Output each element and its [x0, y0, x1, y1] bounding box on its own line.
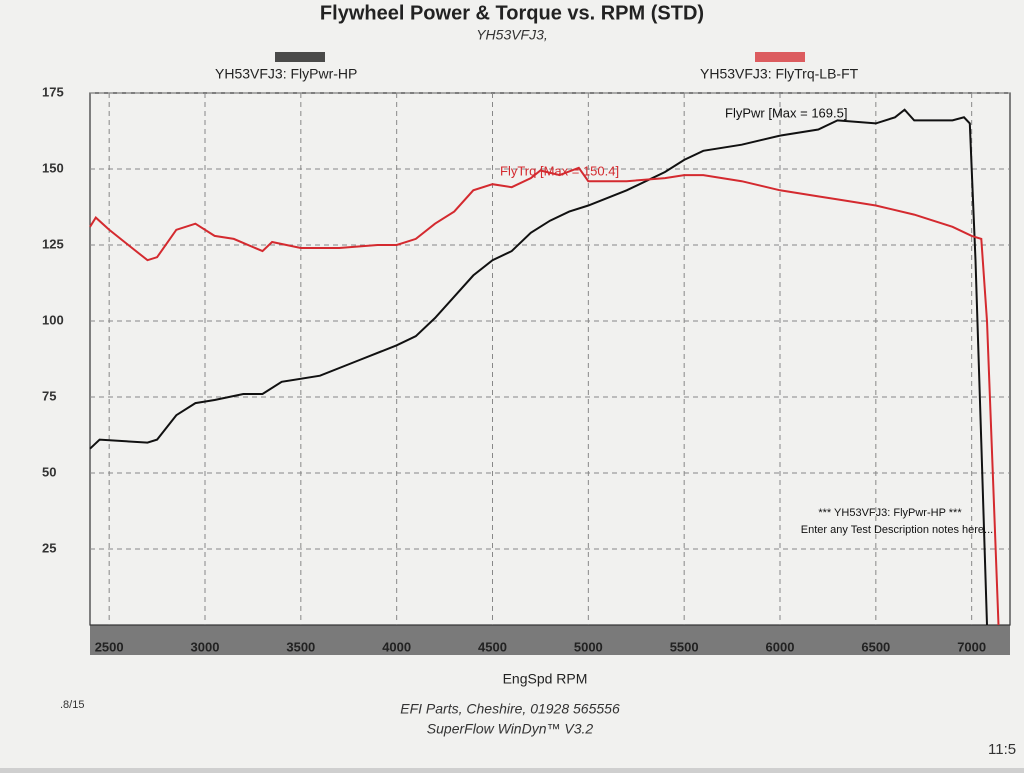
x-tick-label: 3500	[286, 639, 315, 654]
x-tick-label: 5000	[574, 639, 603, 654]
annotation: FlyPwr [Max = 169.5]	[725, 105, 847, 120]
x-tick-label: 4500	[478, 639, 507, 654]
annotation: Enter any Test Description notes here...	[801, 524, 993, 536]
y-tick-label: 50	[42, 464, 56, 479]
annotation: FlyTrq [Max = 150.4]	[500, 163, 619, 178]
footer-line: SuperFlow WinDyn™ V3.2	[427, 721, 594, 737]
x-tick-label: 4000	[382, 639, 411, 654]
y-tick-label: 150	[42, 160, 64, 175]
x-tick-label: 3000	[191, 639, 220, 654]
legend-swatch	[755, 52, 805, 62]
legend-label: YH53VFJ3: FlyPwr-HP	[215, 66, 357, 82]
y-tick-label: 175	[42, 84, 64, 99]
x-tick-label: 5500	[670, 639, 699, 654]
series-line	[89, 108, 988, 626]
x-tick-label: 6500	[861, 639, 890, 654]
x-axis-label: EngSpd RPM	[503, 671, 588, 687]
y-tick-label: 75	[42, 388, 56, 403]
chart-title: Flywheel Power & Torque vs. RPM (STD)	[320, 2, 704, 24]
chart-subtitle: YH53VFJ3,	[476, 27, 548, 43]
x-tick-label: 6000	[766, 639, 795, 654]
x-tick-label: 2500	[95, 639, 124, 654]
axis-band	[90, 625, 1010, 655]
annotation: *** YH53VFJ3: FlyPwr-HP ***	[818, 507, 962, 519]
y-tick-label: 25	[42, 540, 56, 555]
time-fragment: 11:5	[988, 741, 1016, 758]
y-tick-label: 100	[42, 312, 64, 327]
footer-line: EFI Parts, Cheshire, 01928 565556	[400, 701, 620, 717]
y-tick-label: 125	[42, 236, 64, 251]
legend-label: YH53VFJ3: FlyTrq-LB-FT	[700, 66, 859, 82]
date-fragment: .8/15	[60, 699, 84, 711]
legend-swatch	[275, 52, 325, 62]
series-line	[89, 166, 1000, 626]
x-tick-label: 7000	[957, 639, 986, 654]
